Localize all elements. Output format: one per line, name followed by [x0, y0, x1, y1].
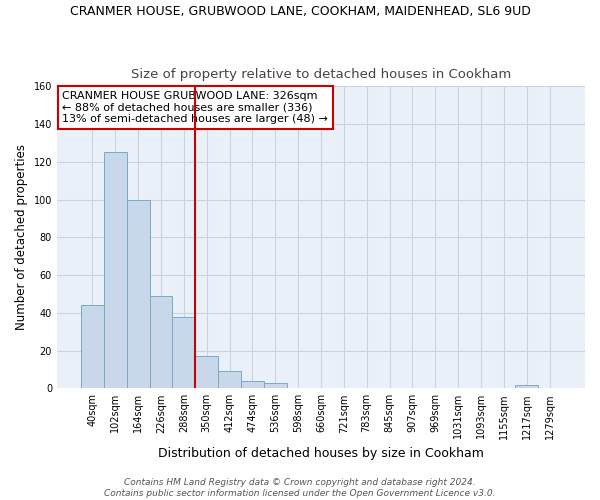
Bar: [127, 200, 149, 388]
Bar: [172, 316, 195, 388]
Y-axis label: Number of detached properties: Number of detached properties: [15, 144, 28, 330]
Bar: [515, 384, 538, 388]
Text: Contains HM Land Registry data © Crown copyright and database right 2024.
Contai: Contains HM Land Registry data © Crown c…: [104, 478, 496, 498]
Bar: [195, 356, 218, 388]
Bar: [104, 152, 127, 388]
Bar: [81, 306, 104, 388]
Text: CRANMER HOUSE, GRUBWOOD LANE, COOKHAM, MAIDENHEAD, SL6 9UD: CRANMER HOUSE, GRUBWOOD LANE, COOKHAM, M…: [70, 5, 530, 18]
Bar: [149, 296, 172, 388]
Text: CRANMER HOUSE GRUBWOOD LANE: 326sqm
← 88% of detached houses are smaller (336)
1: CRANMER HOUSE GRUBWOOD LANE: 326sqm ← 88…: [62, 91, 328, 124]
Bar: [218, 372, 241, 388]
Bar: [241, 381, 264, 388]
X-axis label: Distribution of detached houses by size in Cookham: Distribution of detached houses by size …: [158, 447, 484, 460]
Title: Size of property relative to detached houses in Cookham: Size of property relative to detached ho…: [131, 68, 511, 81]
Bar: [264, 382, 287, 388]
